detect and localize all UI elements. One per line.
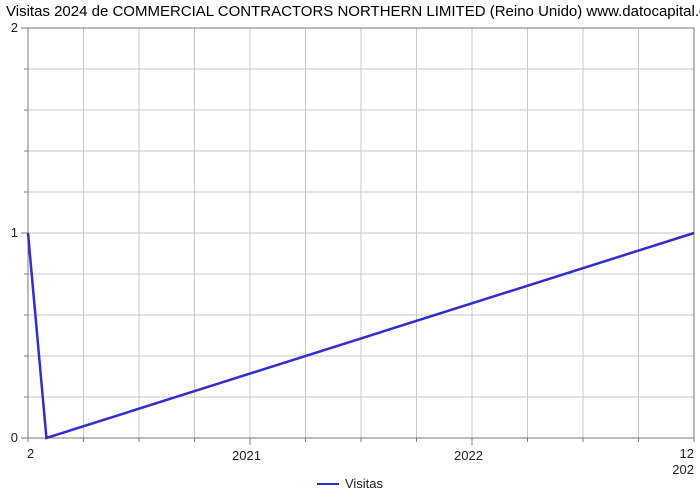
legend-label: Visitas <box>345 476 383 491</box>
plot-area <box>0 0 700 500</box>
legend-swatch <box>317 483 339 485</box>
visits-chart: Visitas 2024 de COMMERCIAL CONTRACTORS N… <box>0 0 700 500</box>
legend: Visitas <box>0 476 700 491</box>
